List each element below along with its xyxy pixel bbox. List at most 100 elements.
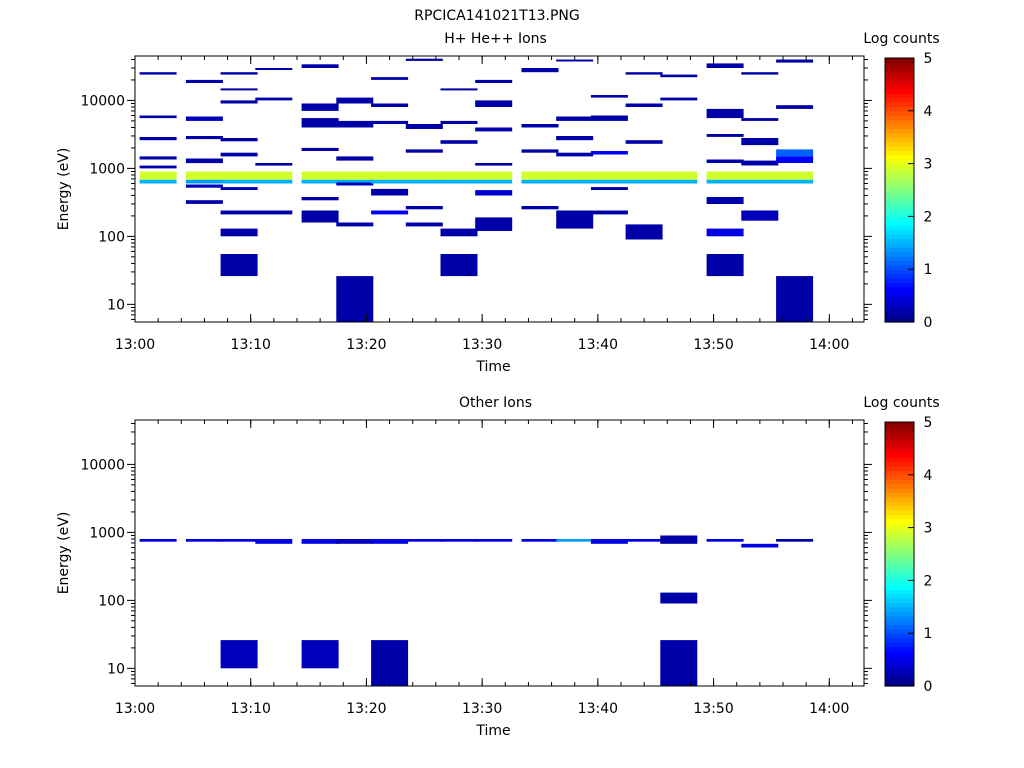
heatmap-cell [185,200,223,204]
colorbar-segment [885,624,914,630]
heatmap-cell [706,159,744,163]
colorbar-segment [885,488,914,493]
heatmap-cell [521,124,559,128]
heatmap-cell [255,68,293,70]
heatmap-cell [776,156,814,163]
colorbar-segment [885,172,914,178]
y-axis-label: Energy (eV) [56,512,72,595]
heatmap-cell [301,539,339,544]
heatmap-cell [301,171,339,180]
heatmap-cell [625,224,663,240]
colorbar-segment [885,251,914,257]
heatmap-cell [706,134,744,137]
figure-title: RPCICA141021T13.PNG [414,8,579,24]
colorbar-segment [885,93,914,99]
heatmap-cell [440,88,478,91]
heatmap-cell [556,171,594,180]
heatmap-cell [556,179,594,184]
colorbar-segment [885,132,914,138]
colorbar-segment [885,295,914,301]
colorbar-segment [885,615,914,621]
heatmap-cell [706,171,744,180]
heatmap-cell [475,171,513,180]
heatmap-cell [301,103,339,111]
colorbar-segment [885,238,914,244]
heatmap-cell [741,179,779,184]
heatmap-cell [185,136,223,140]
colorbar-segment [885,659,914,665]
x-axis-label: Time [475,359,510,375]
heatmap-cell [220,171,258,180]
heatmap-cell [521,179,559,184]
heatmap-cell [405,539,443,542]
colorbar-segment [885,141,914,147]
heatmap-cell [185,171,223,180]
heatmap-cell [521,539,559,542]
heatmap-cell [371,210,409,215]
heatmap-cell [255,210,293,215]
heatmap-cell [590,151,628,155]
x-tick-label: 13:10 [231,701,271,717]
colorbar-segment [885,146,914,151]
heatmap-cell [336,171,374,180]
colorbar-segment [885,602,914,608]
colorbar-segment [885,496,914,502]
x-tick-label: 13:00 [115,701,155,717]
x-axis-label: Time [475,723,510,739]
colorbar-segment [885,234,914,239]
heatmap-cell [185,184,223,188]
heatmap-cell [220,210,258,215]
heatmap-cell [301,64,339,68]
panel-2: 13:00 13:10 13:20 13:30 13:40 13:50 14:0010100… [56,395,940,739]
heatmap-cell [336,539,374,544]
heatmap-cell [625,103,663,107]
x-tick-label: 13:40 [578,337,618,353]
heatmap-cell [475,127,513,132]
colorbar-segment [885,154,914,160]
heatmap-cell [556,116,594,121]
colorbar-segment [885,545,914,551]
colorbar-segment [885,291,914,297]
colorbar-segment [885,435,914,441]
heatmap-cell [185,539,223,542]
colorbar-segment [885,505,914,511]
colorbar-segment [885,273,914,279]
colorbar-segment [885,461,914,467]
colorbar-segment [885,474,914,480]
colorbar-segment [885,190,914,195]
colorbar-segment [885,203,914,209]
colorbar-segment [885,119,914,125]
colorbar-segment [885,110,914,116]
heatmap-cell [440,179,478,184]
heatmap-cell [371,539,409,544]
colorbar-segment [885,212,914,217]
colorbar-segment [885,207,914,213]
heatmap-cell [590,179,628,184]
heatmap-cell [139,179,177,184]
heatmap-cell [475,217,513,231]
heatmap-cell [371,77,409,80]
heatmap-cell [741,118,779,121]
colorbar-segment [885,448,914,454]
colorbar-segment [885,646,914,652]
heatmap-cell [440,254,478,277]
colorbar-tick-label: 0 [924,679,933,695]
heatmap-cell [371,171,409,180]
heatmap-cell [776,105,814,109]
heatmap-cell [405,124,443,129]
colorbar-segment [885,115,914,121]
heatmap-cell [556,210,594,229]
colorbar-segment [885,88,914,94]
colorbar-segment [885,642,914,647]
x-tick-label: 13:50 [693,701,733,717]
heatmap-cell [255,179,293,184]
heatmap-cell [139,115,177,119]
colorbar-segment [885,620,914,625]
colorbar-segment [885,84,914,90]
colorbar-segment [885,628,914,634]
heatmap-cell [556,152,594,157]
heatmap-cell [371,179,409,184]
heatmap-cell [590,539,628,544]
heatmap-cell [625,539,663,542]
heatmap-cell [255,163,293,166]
